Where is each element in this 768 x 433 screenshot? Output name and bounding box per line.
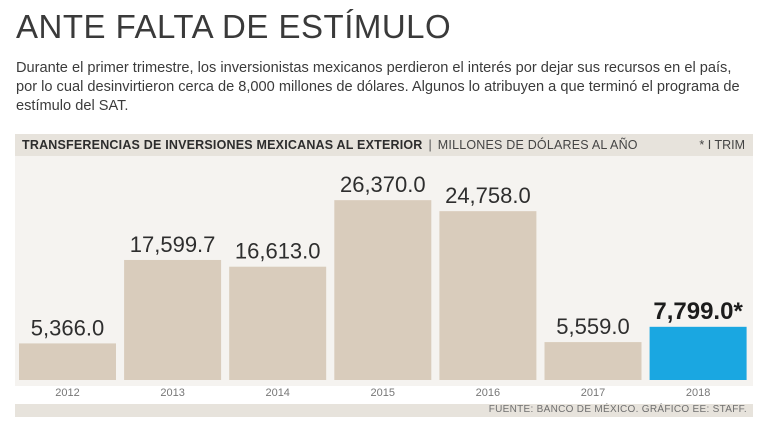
x-tick-2018: 2018 [686, 387, 710, 399]
bar-2017 [544, 342, 642, 380]
chart-subtitle: Durante el primer trimestre, los inversi… [16, 60, 740, 114]
chart-header-bar: TRANSFERENCIAS DE INVERSIONES MEXICANAS … [15, 134, 753, 156]
bar-2013 [124, 259, 222, 380]
source-credit: FUENTE: BANCO DE MÉXICO. GRÁFICO EE: STA… [488, 404, 747, 415]
value-label-2013: 17,599.7 [130, 232, 216, 257]
chart-title: ANTE FALTA DE ESTÍMULO [16, 8, 452, 45]
header-separator: | [428, 138, 432, 152]
x-tick-2013: 2013 [160, 387, 184, 399]
x-tick-2014: 2014 [265, 387, 289, 399]
value-label-2018: 7,799.0* [653, 298, 743, 325]
bar-2012 [19, 343, 116, 380]
value-label-2016: 24,758.0 [445, 183, 531, 208]
value-label-2014: 16,613.0 [235, 239, 321, 264]
x-tick-2015: 2015 [371, 387, 395, 399]
value-label-2012: 5,366.0 [31, 315, 104, 340]
x-tick-2012: 2012 [55, 387, 79, 399]
bar-2018 [649, 326, 747, 380]
x-tick-2017: 2017 [581, 387, 605, 399]
value-label-2015: 26,370.0 [340, 172, 426, 197]
chart-main-label: TRANSFERENCIAS DE INVERSIONES MEXICANAS … [22, 138, 423, 152]
bar-2016 [439, 211, 537, 380]
chart-units-label: MILLONES DE DÓLARES AL AÑO [437, 138, 638, 152]
bar-2014 [229, 266, 327, 380]
bar-2015 [334, 200, 432, 380]
chart-note: * I TRIM [699, 138, 745, 152]
value-label-2017: 5,559.0 [556, 314, 629, 339]
footer-bar: FUENTE: BANCO DE MÉXICO. GRÁFICO EE: STA… [15, 404, 753, 417]
x-tick-2016: 2016 [476, 387, 500, 399]
